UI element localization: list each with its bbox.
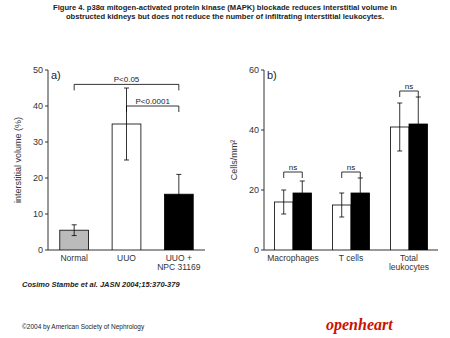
y-tick-label: 20: [33, 173, 43, 183]
panel-label: b): [267, 69, 277, 81]
text-line: UUO: [117, 253, 136, 263]
y-axis-label: Cells/mm²: [229, 140, 239, 181]
y-tick-label: 0: [38, 245, 43, 255]
x-tick-label: T cells: [339, 253, 363, 263]
text-line: Figure 4. p38α mitogen-activated protein…: [53, 3, 397, 12]
error-bar: [397, 103, 402, 151]
error-bar: [124, 88, 129, 160]
error-bar: [416, 97, 421, 151]
significance-label: P<0.0001: [135, 97, 170, 106]
figure: Figure 4. p38α mitogen-activated protein…: [0, 0, 450, 338]
error-bar: [339, 193, 344, 217]
x-tick-label: UUO: [117, 253, 136, 263]
footnote: ©2004 by American Society of Nephrology: [22, 323, 145, 331]
y-tick-label: 40: [33, 101, 43, 111]
text-line: T cells: [339, 253, 363, 263]
branding: openheart: [326, 316, 393, 334]
y-tick-label: 40: [249, 125, 259, 135]
error-bar: [358, 178, 363, 208]
figure-title: Figure 4. p38α mitogen-activated protein…: [53, 3, 397, 21]
significance-bracket: [342, 172, 361, 178]
y-tick-label: 60: [249, 65, 259, 75]
y-tick-label: 10: [33, 209, 43, 219]
text-line: Normal: [60, 253, 88, 263]
footnote: Cosimo Stambe et al. JASN 2004;15:370-37…: [22, 280, 180, 289]
error-bar: [300, 181, 305, 205]
significance-label: ns: [405, 82, 413, 91]
text-line: leukocytes: [389, 262, 429, 272]
significance-label: ns: [347, 163, 355, 172]
x-tick-label: UUO +NPC 31169: [157, 253, 201, 272]
significance-label: P<0.05: [114, 75, 140, 84]
y-axis-label: interstitial volume (%): [13, 117, 23, 203]
x-tick-label: Normal: [60, 253, 88, 263]
significance-bracket: [400, 91, 419, 97]
text-line: Macrophages: [267, 253, 319, 263]
error-bar: [281, 190, 286, 214]
significance-bracket: [284, 172, 303, 178]
y-tick-label: 30: [33, 137, 43, 147]
error-bar: [176, 174, 181, 214]
significance-bracket: [74, 84, 179, 90]
y-tick-label: 50: [33, 65, 43, 75]
error-bar: [72, 225, 77, 236]
y-tick-label: 20: [249, 185, 259, 195]
panel: 0 10 20 30 40 50 Normal UUO UUO +NPC 31169 inters…: [13, 65, 205, 272]
y-axis-line: [48, 70, 49, 250]
marks: [274, 97, 427, 250]
panel: 0 20 40 60 Macrophages T cells Totalleukocytes…: [229, 65, 438, 272]
significance-label: ns: [289, 163, 297, 172]
marks: [60, 88, 193, 250]
panel-label: a): [51, 69, 61, 81]
x-tick-label: Macrophages: [267, 253, 319, 263]
x-tick-label: Totalleukocytes: [389, 253, 429, 272]
text-line: NPC 31169: [157, 262, 201, 272]
significance-bracket: [127, 106, 179, 112]
text-line: obstructed kidneys but does not reduce t…: [66, 12, 384, 21]
y-axis-line: [264, 70, 265, 250]
y-tick-label: 0: [254, 245, 259, 255]
